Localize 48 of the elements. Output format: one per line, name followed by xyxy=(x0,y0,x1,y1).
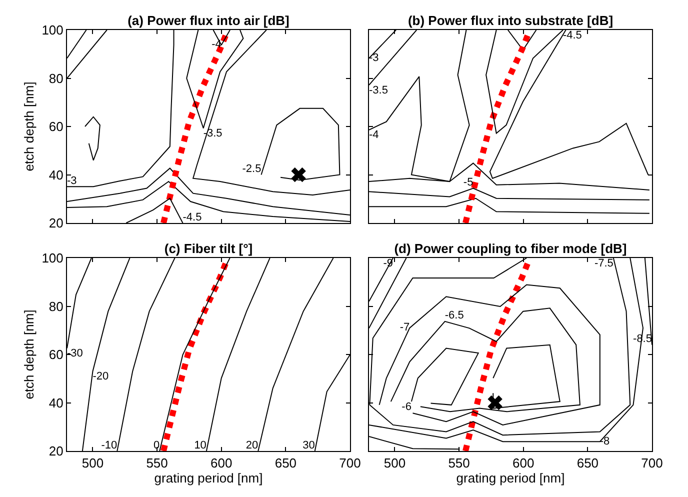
y-tick-label: 80 xyxy=(48,70,64,86)
series-label: -5 xyxy=(463,176,474,189)
x-tick-label: 650 xyxy=(274,456,297,471)
y-tick-label: 100 xyxy=(42,250,64,266)
series-label: 30 xyxy=(302,439,315,452)
series-label: -4 xyxy=(369,129,379,142)
x-tick-label: 650 xyxy=(576,456,599,471)
y-tick-label: 40 xyxy=(48,395,64,410)
series-label: 10 xyxy=(194,439,206,452)
x-tick-label: 700 xyxy=(339,456,361,471)
x-tick-label: 500 xyxy=(384,456,406,471)
series-label: -3 xyxy=(369,52,379,64)
x-tick-label: 500 xyxy=(82,456,104,471)
series-label: -8 xyxy=(600,435,610,448)
y-tick-label: 20 xyxy=(48,216,64,231)
series-label: -2.5 xyxy=(242,163,262,175)
series-label: -4.5 xyxy=(182,211,202,224)
chart-title: (d) Power coupling to fiber mode [dB] xyxy=(394,241,627,256)
y-tick-label: 40 xyxy=(48,167,64,182)
series-label: -6 xyxy=(402,400,412,413)
series-label: -20 xyxy=(92,370,109,383)
y-axis-title: etch depth [nm] xyxy=(22,82,37,172)
chart-title: (a) Power flux into air [dB] xyxy=(128,13,290,28)
x-tick-label: 600 xyxy=(210,456,232,471)
y-axis-title: etch depth [nm] xyxy=(22,310,37,400)
x-axis-title: grating period [nm] xyxy=(456,470,565,486)
legend-label: -4.5 xyxy=(562,29,582,42)
series-label: -3 xyxy=(67,174,77,187)
x-tick-label: 550 xyxy=(146,456,168,471)
chart-title: (c) Fiber tilt [°] xyxy=(164,241,253,256)
y-tick-label: 80 xyxy=(48,298,64,314)
x-tick-label: 700 xyxy=(641,456,663,471)
series-label: -7 xyxy=(400,322,410,334)
series-label: -10 xyxy=(101,439,118,452)
legend-label: -7.5 xyxy=(594,257,614,270)
y-tick-label: 20 xyxy=(48,444,64,459)
series-label: 0 xyxy=(153,439,160,452)
y-tick-label: 60 xyxy=(48,347,64,362)
series-label: -3.5 xyxy=(369,84,388,96)
chart-title: (b) Power flux into substrate [dB] xyxy=(408,13,614,28)
y-tick-label: 100 xyxy=(42,22,64,38)
series-label: -30 xyxy=(67,347,83,360)
x-tick-label: 600 xyxy=(512,456,534,471)
y-tick-label: 60 xyxy=(48,119,64,134)
series-label: -6.5 xyxy=(444,310,464,322)
x-tick-label: 550 xyxy=(448,456,470,471)
x-axis-title: grating period [nm] xyxy=(154,470,263,486)
series-label: 20 xyxy=(246,439,258,452)
